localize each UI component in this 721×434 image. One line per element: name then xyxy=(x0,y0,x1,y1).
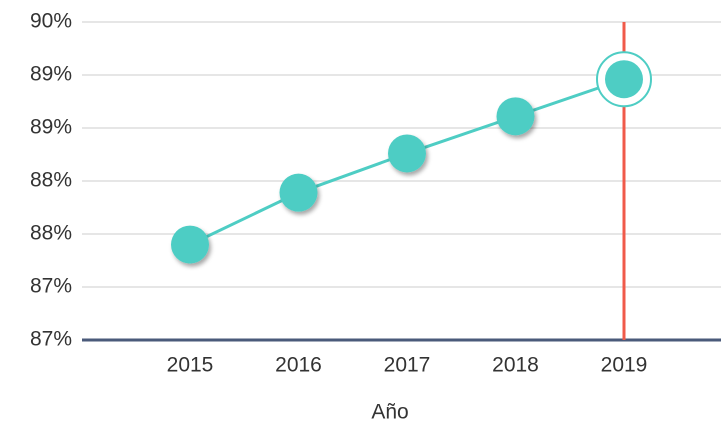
x-axis-title: Año xyxy=(371,401,408,424)
y-tick-label: 87% xyxy=(30,328,72,351)
y-tick-label: 89% xyxy=(30,116,72,139)
x-tick-label: 2019 xyxy=(601,354,648,377)
x-tick-label: 2016 xyxy=(275,354,322,377)
y-tick-label: 89% xyxy=(30,63,72,86)
x-tick-label: 2017 xyxy=(384,354,431,377)
x-tick-label: 2015 xyxy=(167,354,214,377)
y-tick-label: 87% xyxy=(30,275,72,298)
x-tick-label: 2018 xyxy=(492,354,539,377)
y-tick-label: 90% xyxy=(30,10,72,33)
point xyxy=(388,134,426,173)
point xyxy=(496,97,535,136)
point xyxy=(171,225,209,264)
y-tick-label: 88% xyxy=(30,222,72,245)
y-tick-label: 88% xyxy=(30,169,72,192)
point xyxy=(279,173,318,212)
point xyxy=(605,60,643,99)
